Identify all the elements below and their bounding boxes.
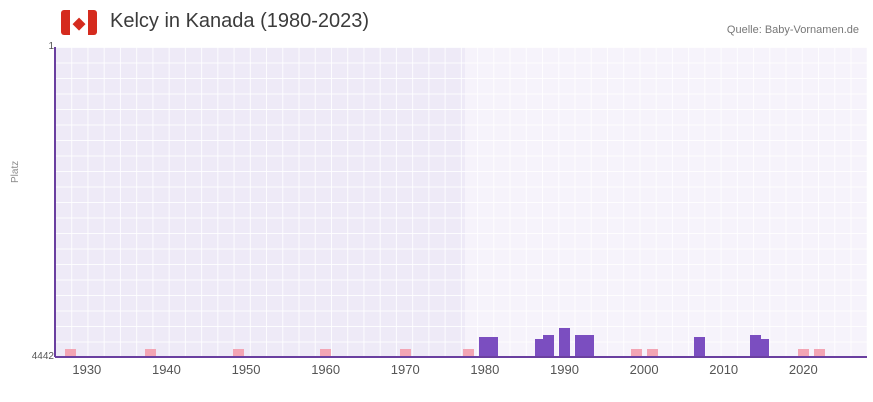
y-axis-tick-top: 1 — [48, 41, 54, 52]
x-axis-tick-label: 1960 — [311, 362, 341, 377]
x-axis-tick-label: 2020 — [788, 362, 818, 377]
chart-header: ◆ Kelcy in Kanada (1980-2023) Quelle: Ba… — [0, 0, 873, 44]
y-axis-line — [54, 47, 56, 357]
x-axis-tick-label: 1990 — [550, 362, 579, 377]
bar[interactable] — [750, 335, 762, 357]
y-axis-label: Platz — [10, 160, 21, 183]
no-data-marker — [813, 349, 825, 357]
page-title: Kelcy in Kanada (1980-2023) — [110, 10, 370, 32]
x-axis-tick-label: 1980 — [470, 362, 500, 377]
bar[interactable] — [543, 334, 555, 357]
plot-gridlines — [55, 47, 867, 357]
bar-series — [55, 47, 867, 357]
canada-flag-icon: ◆ — [61, 10, 97, 35]
bar[interactable] — [487, 336, 499, 357]
no-data-marker — [630, 349, 642, 357]
x-axis-tick-label: 1930 — [72, 362, 102, 377]
plot-area — [54, 47, 867, 358]
x-axis-tick-label: 2010 — [709, 362, 739, 377]
bar[interactable] — [479, 336, 491, 357]
flag-right-bar — [88, 10, 97, 35]
y-axis-tick-bottom: 4442 — [31, 351, 54, 362]
x-axis-ticks: 1930 1940 1950 1960 1970 1980 1990 2000 2010 2020 — [55, 362, 867, 382]
x-axis-tick-label: 1970 — [390, 362, 420, 377]
x-axis-tick-label: 2000 — [629, 362, 659, 377]
x-axis-tick-label: 1940 — [151, 362, 181, 377]
bar[interactable] — [582, 335, 594, 357]
x-axis-line — [55, 356, 867, 358]
no-data-marker — [320, 349, 332, 357]
bar[interactable] — [558, 328, 570, 357]
bar[interactable] — [535, 339, 547, 357]
bar[interactable] — [574, 335, 586, 357]
no-data-marker — [232, 349, 244, 357]
flag-left-bar — [61, 10, 70, 35]
bar[interactable] — [758, 339, 769, 357]
no-data-marker — [646, 349, 658, 357]
no-data-marker — [399, 349, 411, 357]
no-data-marker — [145, 349, 157, 357]
bar[interactable] — [694, 336, 706, 357]
no-data-marker — [65, 349, 77, 357]
maple-leaf-icon: ◆ — [72, 13, 86, 32]
no-data-marker — [797, 349, 809, 357]
no-data-marker — [463, 349, 475, 357]
x-axis-tick-label: 1950 — [231, 362, 261, 377]
source-credit: Quelle: Baby-Vornamen.de — [726, 24, 859, 36]
